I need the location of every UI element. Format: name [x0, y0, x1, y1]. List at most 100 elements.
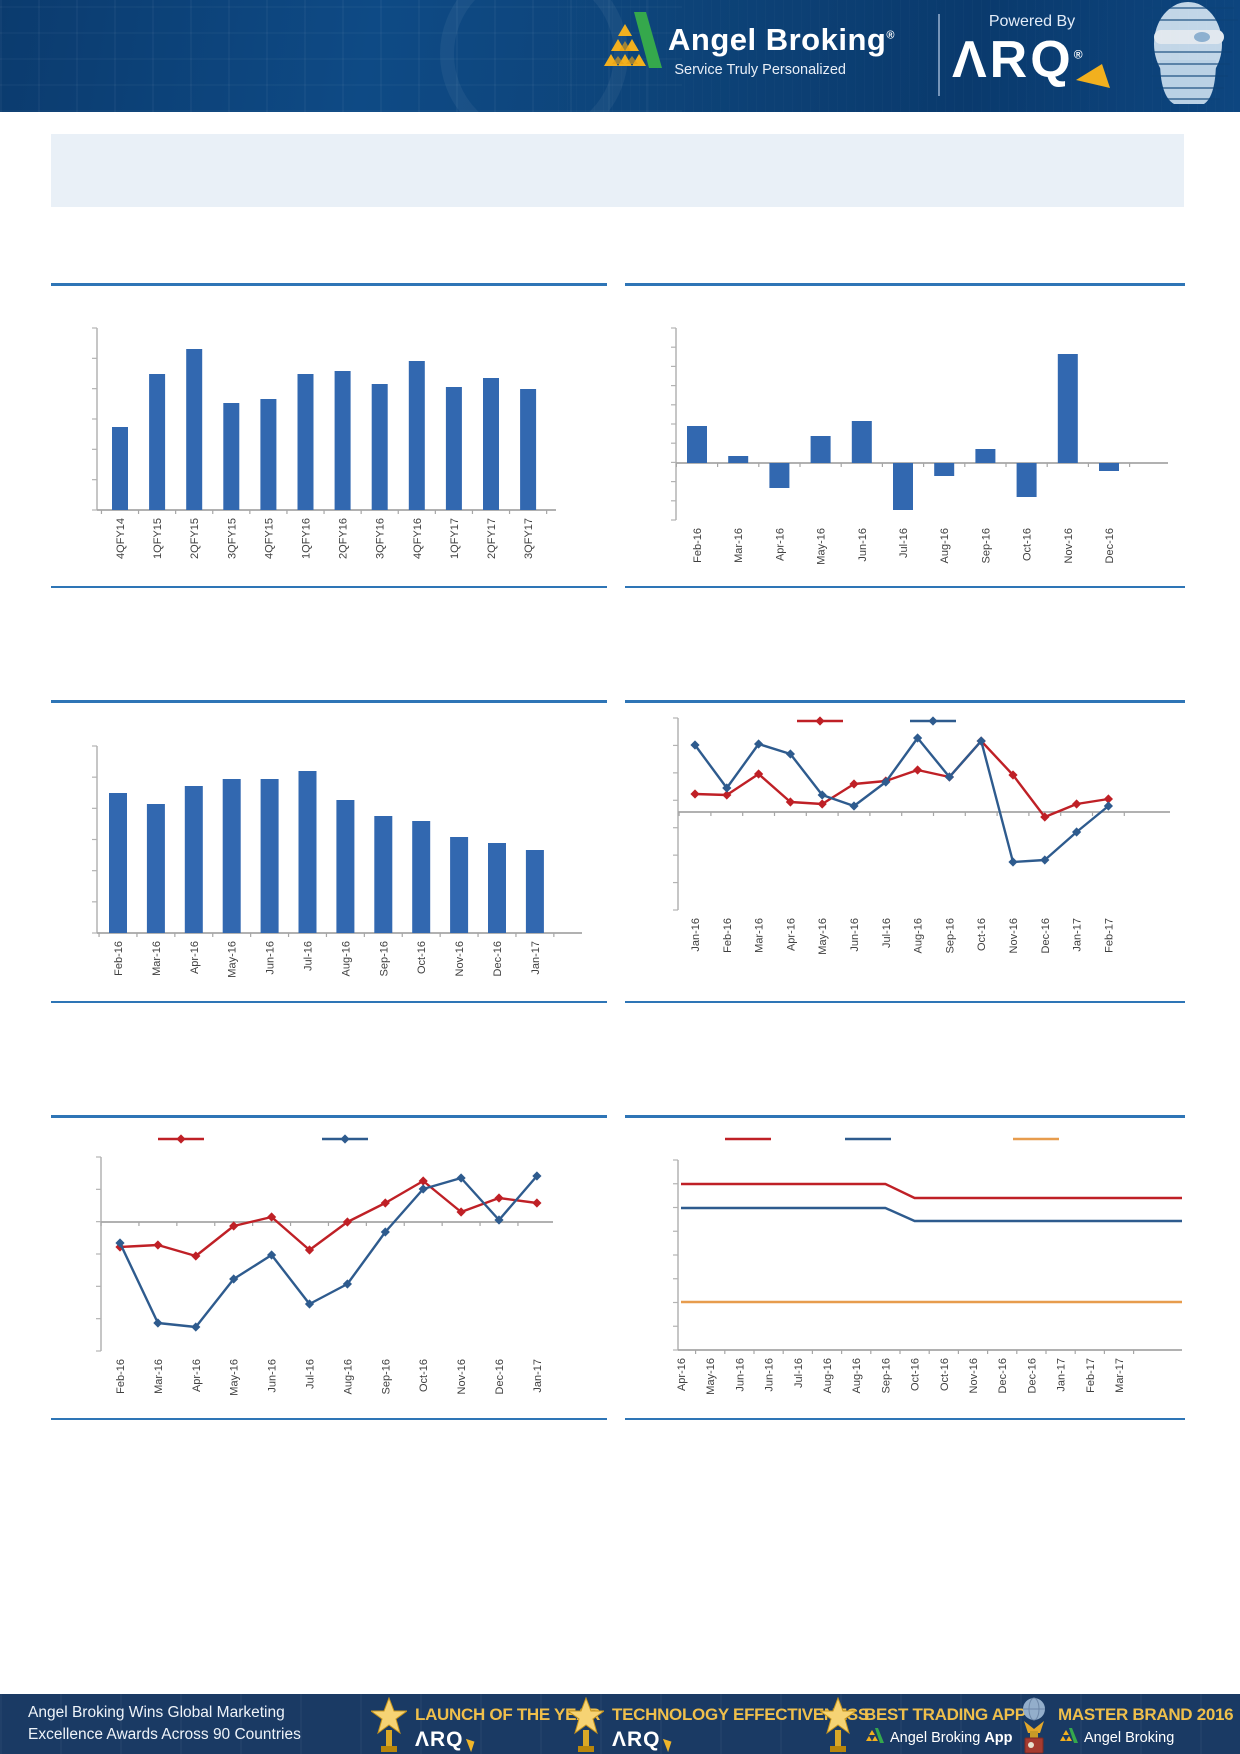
- svg-text:Jun-16: Jun-16: [857, 528, 869, 562]
- angel-mini-logo-icon: [1058, 1728, 1078, 1747]
- award-title: MASTER BRAND 2016: [1058, 1705, 1234, 1724]
- svg-text:Feb-16: Feb-16: [115, 1359, 127, 1394]
- svg-text:4QFY15: 4QFY15: [263, 518, 275, 559]
- svg-text:Jun-16: Jun-16: [849, 918, 861, 952]
- chart-two-series-line-2: Feb-16 Mar-16 Apr-16 May-16 Jun-16 Jul-16 Aug-…: [51, 1115, 607, 1420]
- chart-quarterly-bar: 4QFY14 1QFY15 2QFY15 3QFY15 4QFY15 1QFY16 2QFY…: [51, 283, 607, 588]
- svg-text:Oct-16: Oct-16: [418, 1359, 430, 1392]
- svg-text:Sep-16: Sep-16: [880, 1358, 892, 1393]
- svg-text:Sep-16: Sep-16: [378, 941, 390, 976]
- star-trophy-icon: [818, 1696, 858, 1754]
- svg-text:Nov-16: Nov-16: [1008, 918, 1020, 953]
- arq-head-graphic: [1130, 0, 1240, 112]
- footer-headline: Angel Broking Wins Global Marketing Exce…: [28, 1702, 301, 1746]
- svg-text:Feb-17: Feb-17: [1085, 1358, 1097, 1393]
- svg-text:Nov-16: Nov-16: [454, 941, 466, 976]
- angel-broking-logo-icon: [598, 12, 662, 79]
- svg-text:Jan-17: Jan-17: [532, 1359, 544, 1393]
- svg-text:Oct-16: Oct-16: [416, 941, 428, 974]
- award-best-trading-app: BEST TRADING APP Angel Broking App: [818, 1696, 1026, 1754]
- chart-two-series-line-1: Jan-16 Feb-16 Mar-16 Apr-16 May-16 Jun-16 Jul-…: [625, 700, 1185, 1003]
- arq-arrow-icon: [659, 1738, 671, 1752]
- svg-text:Oct-16: Oct-16: [939, 1358, 951, 1391]
- award-brand-logo: Angel Broking: [1058, 1728, 1233, 1747]
- svg-text:1QFY17: 1QFY17: [449, 518, 461, 559]
- svg-text:2QFY17: 2QFY17: [486, 518, 498, 559]
- svg-text:Jul-16: Jul-16: [898, 528, 910, 558]
- svg-text:Jun-16: Jun-16: [764, 1358, 776, 1392]
- svg-text:1QFY15: 1QFY15: [152, 518, 164, 559]
- svg-text:Apr-16: Apr-16: [676, 1358, 688, 1391]
- svg-text:Mar-16: Mar-16: [153, 1359, 165, 1394]
- award-title: TECHNOLOGY EFFECTIVENESS: [612, 1705, 869, 1724]
- svg-text:Nov-16: Nov-16: [456, 1359, 468, 1394]
- svg-text:Apr-16: Apr-16: [785, 918, 797, 951]
- report-title-banner: [51, 134, 1184, 207]
- svg-text:May-16: May-16: [816, 528, 828, 565]
- brand-tagline: Service Truly Personalized: [674, 62, 846, 78]
- svg-text:Nov-16: Nov-16: [1063, 528, 1075, 563]
- svg-text:May-16: May-16: [817, 918, 829, 955]
- svg-text:Jun-16: Jun-16: [265, 941, 277, 975]
- svg-text:Oct-16: Oct-16: [976, 918, 988, 951]
- angel-mini-logo-icon: [864, 1728, 884, 1747]
- svg-text:Aug-16: Aug-16: [340, 941, 352, 976]
- svg-text:Feb-16: Feb-16: [113, 941, 125, 976]
- arq-arrow-icon: [1076, 64, 1110, 95]
- award-technology-effectiveness: TECHNOLOGY EFFECTIVENESS ΛRQ: [566, 1696, 869, 1754]
- svg-text:Mar-16: Mar-16: [754, 918, 766, 953]
- svg-text:Dec-16: Dec-16: [997, 1358, 1009, 1393]
- svg-text:May-16: May-16: [227, 941, 239, 978]
- svg-text:Dec-16: Dec-16: [1104, 528, 1116, 563]
- svg-text:Aug-16: Aug-16: [851, 1358, 863, 1393]
- svg-text:Jun-16: Jun-16: [267, 1359, 279, 1393]
- line-chart-svg: Apr-16 May-16 Jun-16 Jun-16 Jul-16 Aug-16 Aug-…: [673, 1159, 1182, 1395]
- brand-registered-mark: ®: [886, 29, 895, 42]
- chart-monthly-net-change-bar: Feb-16 Mar-16 Apr-16 May-16 Jun-16 Jul-16 Aug-…: [625, 283, 1185, 588]
- svg-text:Jan-17: Jan-17: [1056, 1358, 1068, 1392]
- svg-text:Feb-17: Feb-17: [1103, 918, 1115, 953]
- award-title: LAUNCH OF THE YEAR: [415, 1705, 601, 1724]
- svg-text:Oct-16: Oct-16: [1022, 528, 1034, 561]
- award-arq-logo: ΛRQ: [612, 1728, 869, 1752]
- svg-text:Aug-16: Aug-16: [939, 528, 951, 563]
- svg-text:Jun-16: Jun-16: [734, 1358, 746, 1392]
- award-launch-of-the-year: LAUNCH OF THE YEAR ΛRQ: [369, 1696, 601, 1754]
- svg-text:Jul-16: Jul-16: [881, 918, 893, 948]
- header-texture-right: [558, 0, 1240, 112]
- footer-headline-line2: Excellence Awards Across 90 Countries: [28, 1726, 301, 1743]
- arq-arrow-icon: [462, 1738, 474, 1752]
- svg-text:Feb-16: Feb-16: [722, 918, 734, 953]
- svg-text:1QFY16: 1QFY16: [301, 518, 313, 559]
- star-trophy-icon: [369, 1696, 409, 1754]
- page-header: Angel Broking® Service Truly Personalize…: [0, 0, 1240, 112]
- svg-text:Dec-16: Dec-16: [1040, 918, 1052, 953]
- svg-text:Dec-16: Dec-16: [492, 941, 504, 976]
- svg-text:Nov-16: Nov-16: [968, 1358, 980, 1393]
- svg-text:Apr-16: Apr-16: [189, 941, 201, 974]
- svg-text:Jul-16: Jul-16: [305, 1359, 317, 1389]
- chart-three-step-lines: Apr-16 May-16 Jun-16 Jun-16 Jul-16 Aug-16 Aug-…: [625, 1115, 1185, 1420]
- svg-text:2QFY16: 2QFY16: [338, 518, 350, 559]
- svg-text:Mar-16: Mar-16: [151, 941, 163, 976]
- globe-trophy-icon: [1018, 1697, 1050, 1754]
- brand-name: Angel Broking®: [668, 22, 895, 57]
- svg-text:Sep-16: Sep-16: [380, 1359, 392, 1394]
- header-divider: [938, 14, 940, 96]
- bar-chart-svg: Feb-16 Mar-16 Apr-16 May-16 Jun-16 Jul-16 Aug-…: [671, 327, 1168, 565]
- svg-text:May-16: May-16: [705, 1358, 717, 1395]
- svg-text:Mar-16: Mar-16: [733, 528, 745, 563]
- powered-by-label: Powered By: [988, 13, 1076, 30]
- svg-text:3QFY16: 3QFY16: [375, 518, 387, 559]
- svg-text:Mar-17: Mar-17: [1114, 1358, 1126, 1393]
- svg-text:Jan-17: Jan-17: [1072, 918, 1084, 952]
- svg-text:Dec-16: Dec-16: [494, 1359, 506, 1394]
- svg-text:3QFY15: 3QFY15: [226, 518, 238, 559]
- svg-text:Oct-16: Oct-16: [910, 1358, 922, 1391]
- line-chart-svg: Feb-16 Mar-16 Apr-16 May-16 Jun-16 Jul-16 Aug-…: [96, 1156, 553, 1396]
- svg-text:Aug-16: Aug-16: [913, 918, 925, 953]
- svg-text:Aug-16: Aug-16: [822, 1358, 834, 1393]
- star-trophy-icon: [566, 1696, 606, 1754]
- awards-footer: Angel Broking Wins Global Marketing Exce…: [0, 1694, 1240, 1754]
